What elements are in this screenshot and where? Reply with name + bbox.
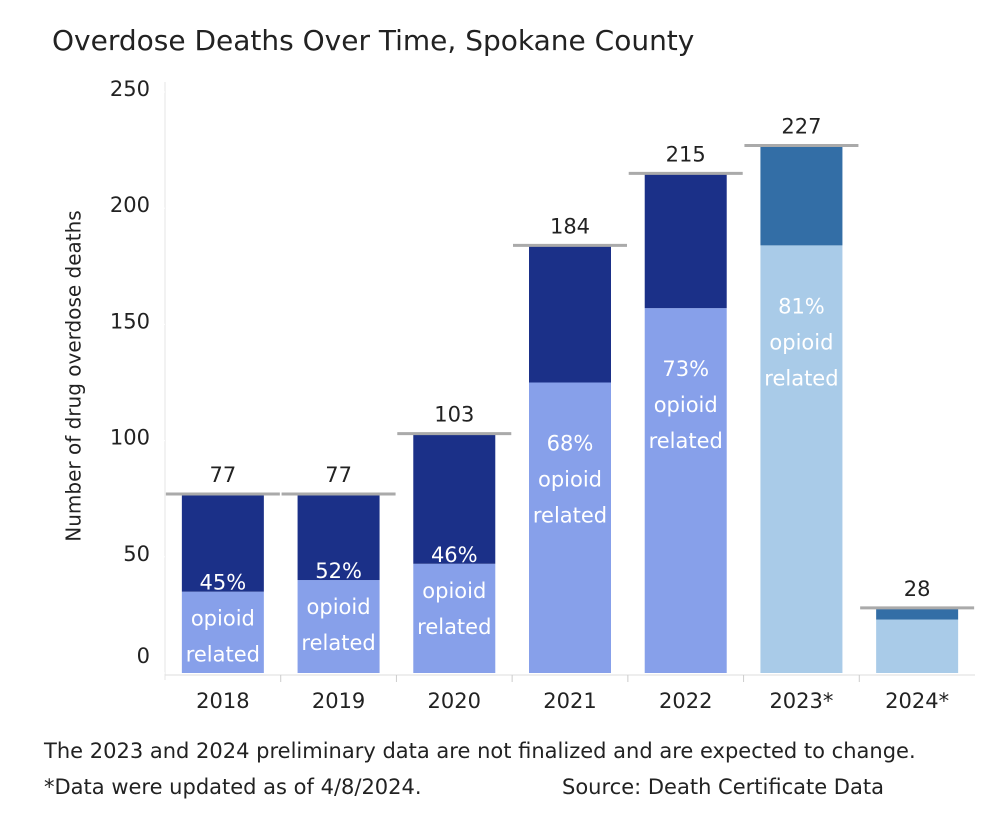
percent-label: 73% — [662, 357, 709, 381]
inner-label: opioid — [422, 579, 486, 603]
inner-label: related — [417, 615, 491, 639]
percent-label: 46% — [431, 543, 478, 567]
bar-segment — [760, 245, 843, 673]
inner-label: opioid — [654, 393, 718, 417]
bar-segment — [413, 433, 496, 564]
bar-segment — [181, 591, 264, 673]
bar-segment — [181, 494, 264, 592]
bar-segment — [876, 607, 959, 620]
inner-label: opioid — [769, 330, 833, 354]
inner-label: related — [301, 631, 375, 655]
source: Source: Death Certificate Data — [562, 775, 884, 799]
footnote: *Data were updated as of 4/8/2024. — [44, 775, 422, 799]
total-label: 215 — [666, 142, 706, 166]
total-label: 103 — [434, 403, 474, 427]
percent-label: 81% — [778, 294, 825, 318]
y-tick-label: 150 — [110, 309, 150, 333]
bar-segment — [644, 173, 727, 309]
x-tick-label: 2024* — [885, 689, 949, 713]
bar-segment — [644, 308, 727, 673]
y-tick-label: 200 — [110, 193, 150, 217]
inner-label: related — [649, 429, 723, 453]
inner-label: opioid — [538, 468, 602, 492]
y-tick-label: 0 — [137, 644, 150, 668]
x-tick-label: 2021 — [543, 689, 596, 713]
bar-segment — [529, 245, 611, 383]
y-axis-label: Number of drug overdose deaths — [62, 210, 86, 541]
inner-label: related — [764, 366, 838, 390]
total-label: 184 — [550, 214, 590, 238]
x-tick-label: 2022 — [659, 689, 712, 713]
footnote: The 2023 and 2024 preliminary data are n… — [43, 739, 916, 763]
bar-segment — [529, 382, 611, 673]
bar-segment — [297, 580, 380, 673]
x-tick-label: 2018 — [196, 689, 249, 713]
bar-segment — [297, 494, 380, 581]
inner-label: related — [186, 643, 260, 667]
bar-segment — [413, 563, 496, 673]
total-label: 77 — [209, 463, 236, 487]
x-tick-label: 2020 — [428, 689, 481, 713]
total-label: 28 — [904, 577, 931, 601]
bar-segment — [876, 619, 959, 673]
inner-label: related — [533, 504, 607, 528]
percent-label: 52% — [315, 559, 362, 583]
percent-label: 45% — [200, 571, 247, 595]
y-tick-label: 50 — [123, 542, 150, 566]
total-label: 77 — [325, 463, 352, 487]
x-tick-label: 2019 — [312, 689, 365, 713]
bar-segment — [760, 145, 843, 246]
percent-label: 68% — [547, 432, 594, 456]
total-label: 227 — [781, 114, 821, 138]
x-tick-label: 2023* — [769, 689, 833, 713]
inner-label: opioid — [191, 607, 255, 631]
inner-label: opioid — [307, 595, 371, 619]
y-tick-label: 250 — [110, 77, 150, 101]
y-tick-label: 100 — [110, 426, 150, 450]
chart-title: Overdose Deaths Over Time, Spokane Count… — [52, 24, 694, 57]
